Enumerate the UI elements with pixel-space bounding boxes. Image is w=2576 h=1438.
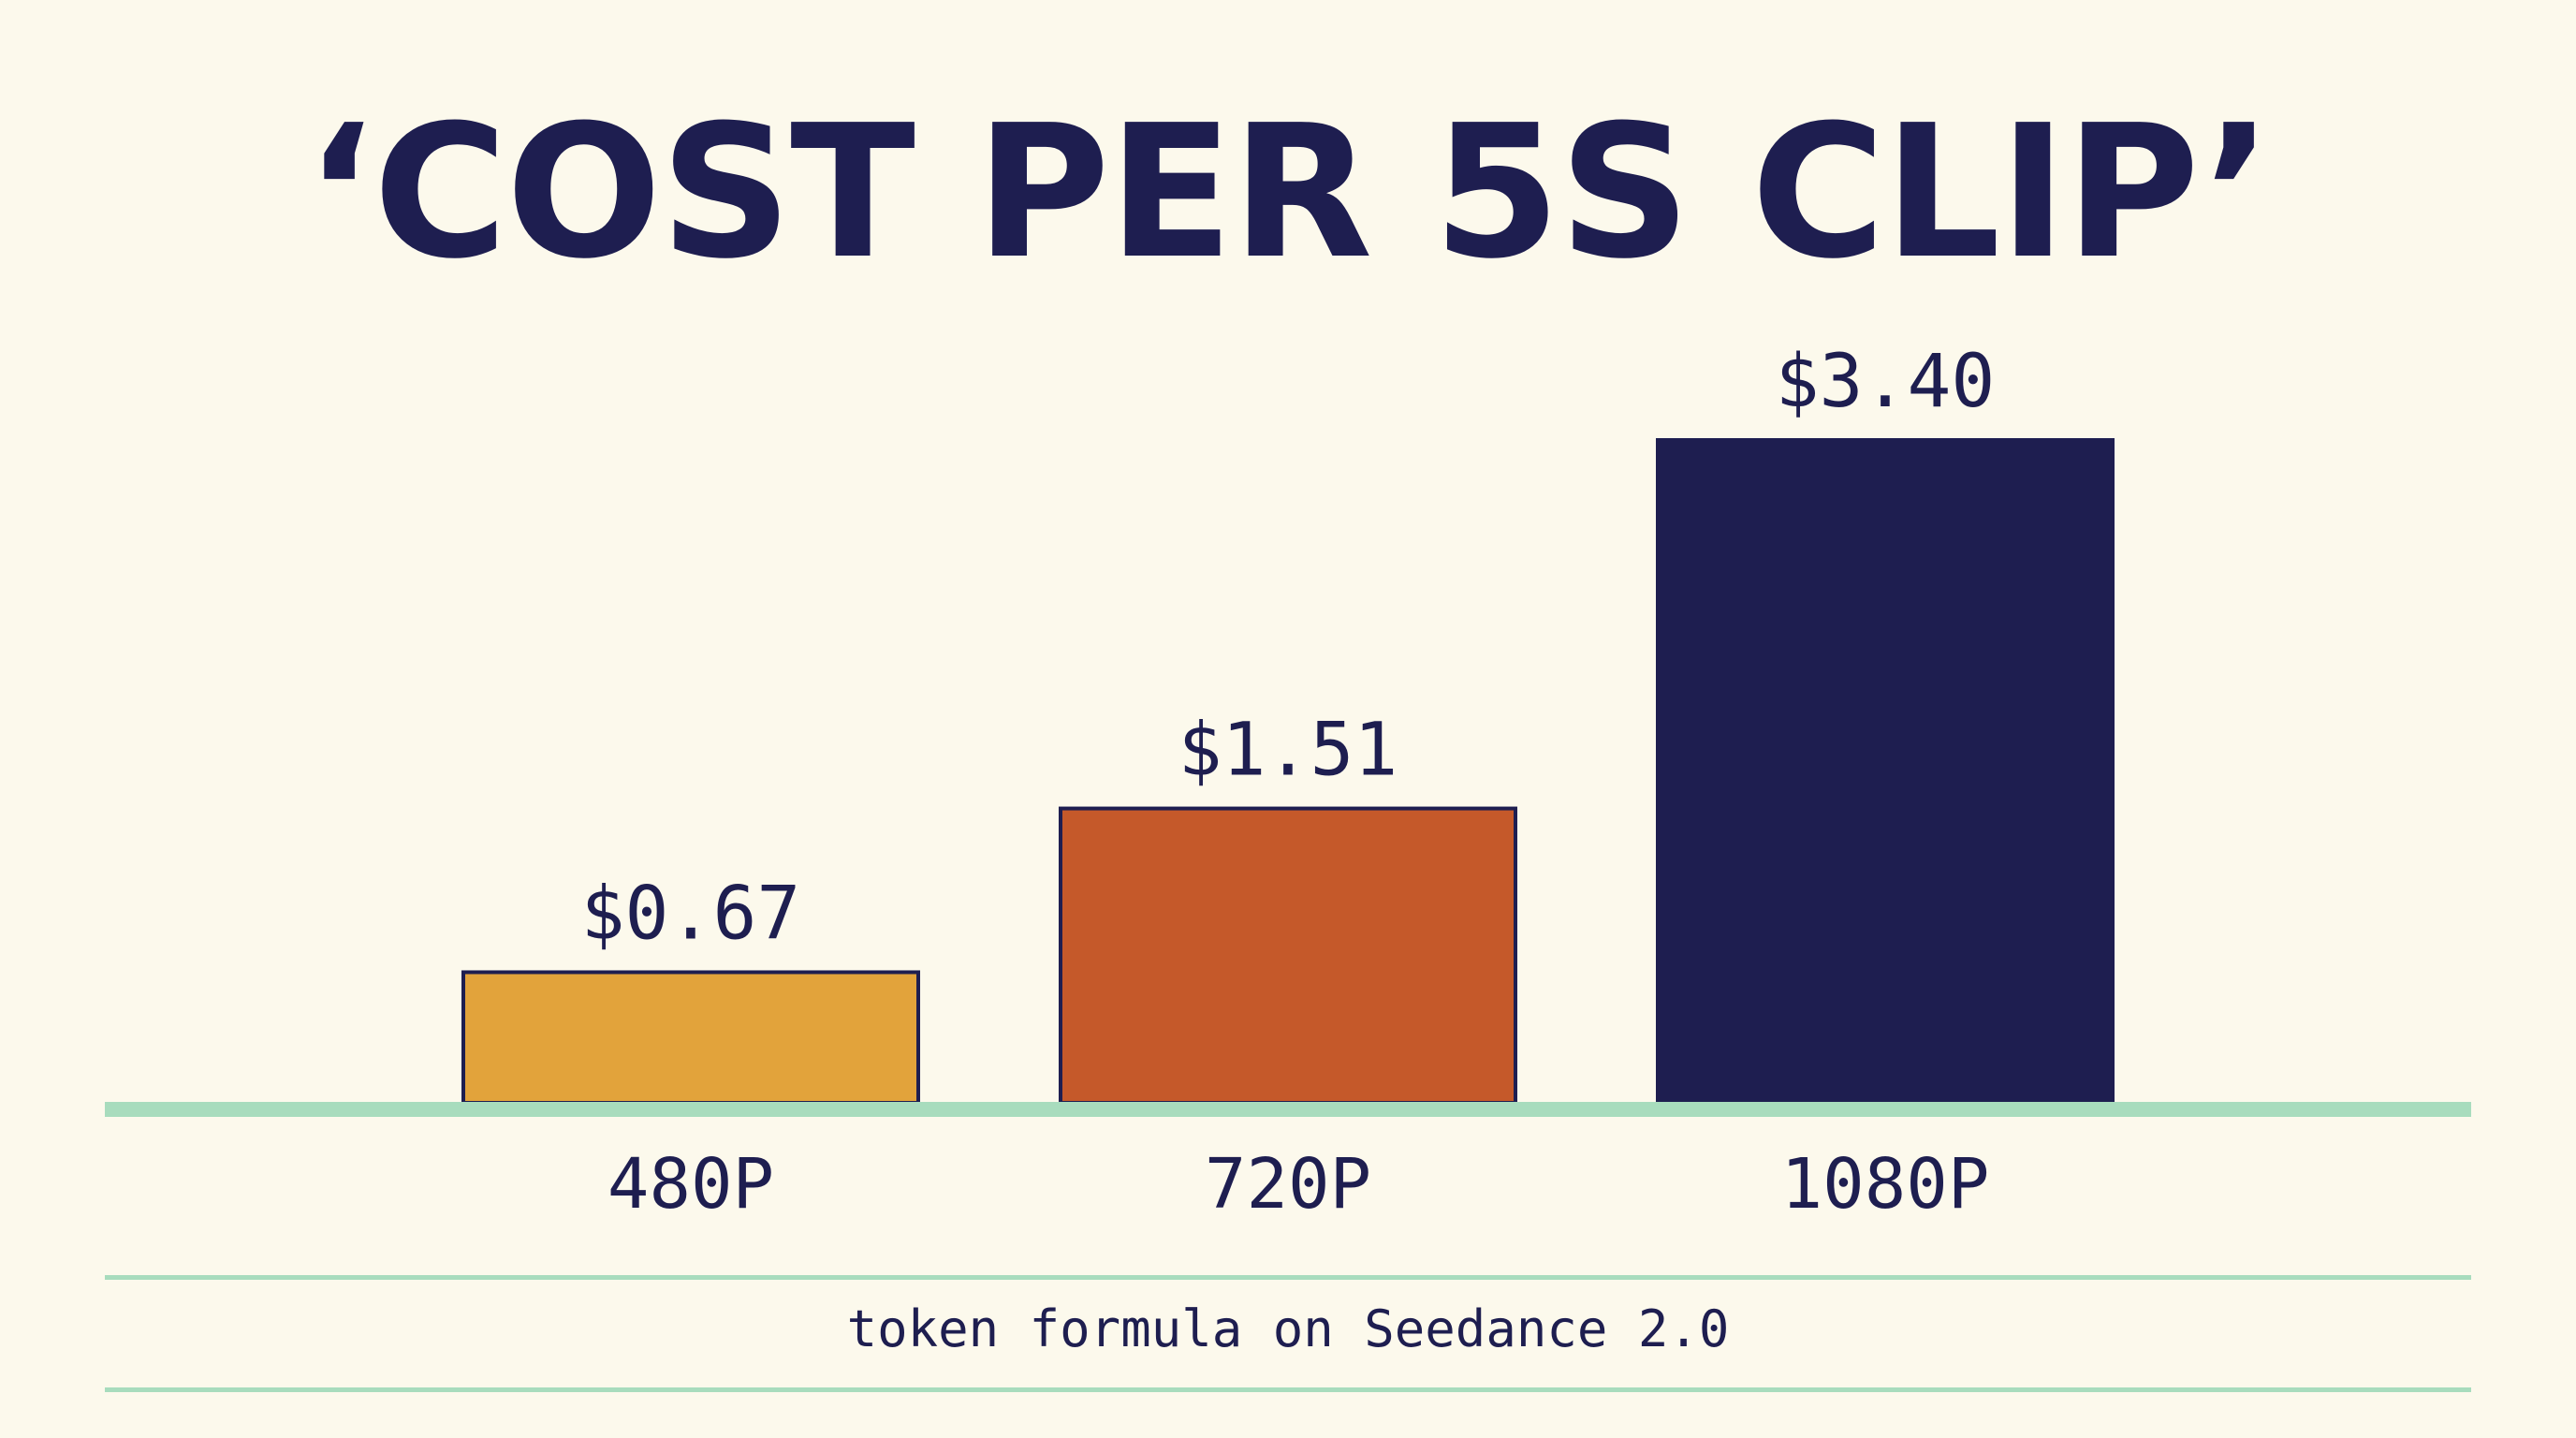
chart-title: ‘COST PER 5S CLIP’ (305, 86, 2273, 300)
value-label-720p: $1.51 (1178, 709, 1398, 793)
bar-720p (1059, 806, 1517, 1105)
value-label-1080p: $3.40 (1776, 340, 1996, 424)
tick-label-720p: 720P (1205, 1144, 1371, 1225)
labels-layer: $0.67 480P $1.51 720P $3.40 1080P (581, 340, 1996, 1225)
bars-layer (461, 438, 2115, 1105)
chart-footnote: token formula on Seedance 2.0 (846, 1299, 1730, 1358)
footnote-bottom-rule (105, 1387, 2471, 1392)
tick-label-480p: 480P (607, 1144, 774, 1225)
bar-480p (461, 970, 920, 1105)
footnote-top-rule (105, 1275, 2471, 1280)
value-label-480p: $0.67 (581, 872, 801, 956)
tick-label-1080p: 1080P (1781, 1144, 1990, 1225)
bar-1080p (1656, 438, 2115, 1105)
